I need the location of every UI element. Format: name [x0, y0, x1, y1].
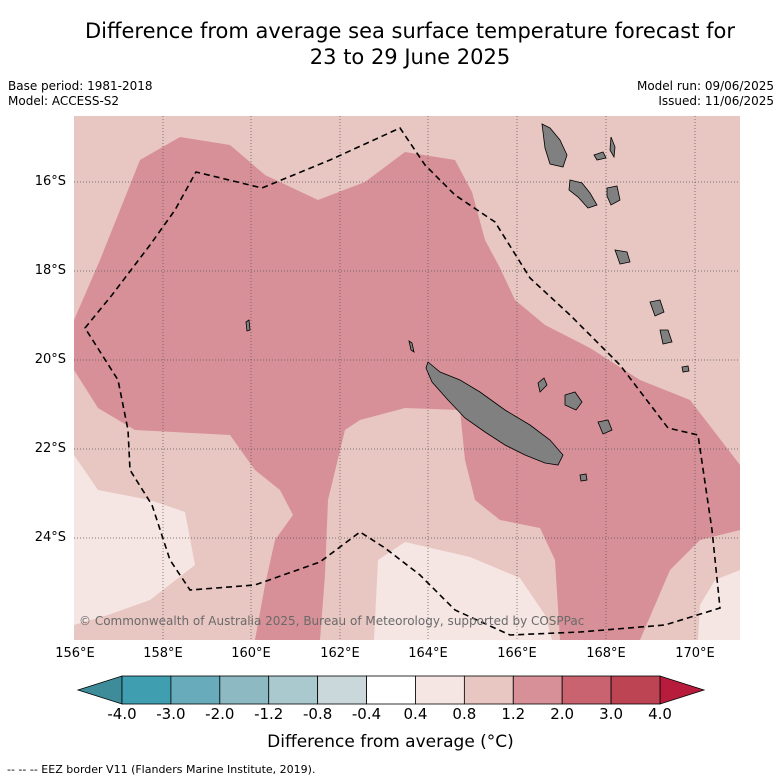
colorbar-segment	[512, 675, 563, 705]
colorbar-tick-label: -0.4	[351, 705, 382, 723]
colorbar-segment	[463, 675, 514, 705]
lon-label: 156°E	[55, 646, 95, 661]
vanuatu-santo	[541, 123, 568, 168]
vanuatu-efate	[614, 249, 631, 265]
colorbar-segment	[268, 675, 319, 705]
lon-label: 170°E	[675, 646, 715, 661]
colorbar-tick-label: 3.0	[599, 705, 623, 723]
map-title: Difference from average sea surface temp…	[60, 18, 760, 70]
colorbar-tick-label: -3.0	[156, 705, 186, 723]
meta-right: Model run: 09/06/2025 Issued: 11/06/2025	[637, 79, 774, 109]
colorbar-tick-label: -4.0	[107, 705, 137, 723]
lon-label: 164°E	[408, 646, 448, 661]
vanuatu-erromango	[659, 329, 673, 345]
anomaly-band-0-4-0-8-west	[74, 455, 195, 625]
colorbar-segment	[121, 675, 172, 705]
colorbar-tick-label: 0.4	[403, 705, 428, 723]
isle-of-pines	[579, 473, 588, 482]
colorbar-segment	[366, 675, 416, 705]
loyalty-island-1	[564, 391, 583, 411]
vanuatu-aneityum	[681, 365, 690, 373]
lat-label: 22°S	[34, 441, 66, 456]
land-masses	[245, 123, 690, 482]
colorbar-tick-label: -1.2	[254, 705, 284, 723]
colorbar-tick-label: 1.2	[501, 705, 526, 723]
meta-left: Base period: 1981-2018 Model: ACCESS-S2	[8, 79, 153, 109]
colorbar-tick-label: 0.8	[452, 705, 477, 723]
lat-label: 16°S	[34, 174, 66, 189]
colorbar-segment	[170, 675, 221, 705]
model-name: Model: ACCESS-S2	[8, 94, 120, 108]
colorbar-segment	[317, 675, 367, 705]
anomaly-band-0-4-0-8-south-inner	[374, 542, 552, 640]
anomaly-band-0-4-0-8-southeast	[698, 570, 740, 640]
lon-label: 158°E	[143, 646, 183, 661]
loyalty-island-2	[597, 419, 613, 435]
belep-islet	[408, 340, 415, 353]
vanuatu-pentecost	[609, 136, 616, 159]
vanuatu-malekula	[568, 179, 598, 209]
colorbar-title: Difference from average (°C)	[267, 732, 514, 752]
colorbar-tick-label: 2.0	[550, 705, 575, 723]
model-run: Model run: 09/06/2025	[636, 79, 774, 93]
colorbar-segment	[610, 675, 661, 705]
lon-label: 168°E	[586, 646, 626, 661]
new-caledonia-island	[425, 361, 564, 466]
graticule	[74, 116, 740, 640]
colorbar-over-arrow	[659, 675, 706, 705]
colorbar-tick-label: -2.0	[205, 705, 235, 723]
eez-border-line	[84, 126, 721, 636]
anomaly-band-1-2-2-0	[74, 137, 740, 640]
vanuatu-tanna	[649, 299, 665, 317]
colorbar-segment	[219, 675, 270, 705]
colorbar-under-arrow	[76, 675, 123, 705]
colorbar-tick-label: 4.0	[648, 705, 672, 723]
colorbar-tick-label: -0.8	[302, 705, 333, 723]
lat-label: 20°S	[34, 352, 66, 367]
lon-label: 160°E	[231, 646, 271, 661]
loyalty-island-3	[537, 377, 548, 393]
lat-label: 18°S	[34, 263, 66, 278]
colorbar	[76, 675, 706, 705]
title-line-1: Difference from average sea surface temp…	[85, 19, 735, 43]
lon-label: 166°E	[497, 646, 537, 661]
vanuatu-ambrym	[593, 151, 607, 161]
copyright-notice: © Commonwealth of Australia 2025, Bureau…	[79, 614, 585, 628]
lon-label: 162°E	[320, 646, 360, 661]
lat-label: 24°S	[34, 530, 66, 545]
colorbar-segment	[561, 675, 612, 705]
base-period: Base period: 1981-2018	[8, 79, 153, 93]
issued-date: Issued: 11/06/2025	[658, 94, 774, 108]
title-line-2: 23 to 29 June 2025	[309, 45, 511, 69]
chesterfield-islet	[245, 319, 251, 332]
vanuatu-epi	[606, 185, 621, 206]
colorbar-segment	[415, 675, 465, 705]
eez-legend-note: -- -- -- EEZ border V11 (Flanders Marine…	[7, 763, 316, 776]
